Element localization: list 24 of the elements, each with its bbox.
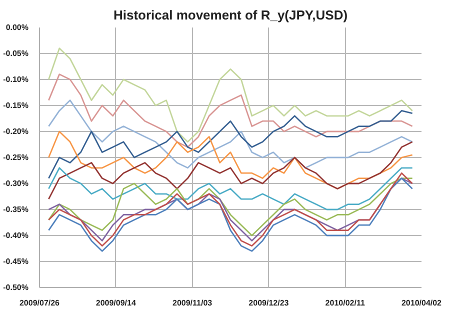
line-series (48, 110, 414, 179)
x-tick-label: 2009/12/23 (248, 298, 290, 308)
y-tick-label: -0.30% (3, 179, 29, 188)
line-series (48, 48, 414, 143)
line-series (48, 100, 414, 169)
x-tick-label: 2009/07/26 (19, 298, 60, 308)
y-tick-label: -0.35% (3, 205, 29, 214)
y-tick-label: -0.05% (3, 49, 29, 58)
chart-title: Historical movement of R_y(JPY,USD) (113, 8, 348, 22)
x-tick-label: 2009/11/03 (172, 298, 213, 308)
line-series (48, 141, 414, 200)
y-tick-label: -0.45% (3, 257, 29, 266)
y-tick-label: 0.00% (6, 23, 29, 32)
y-tick-label: -0.25% (3, 153, 29, 162)
y-tick-label: -0.15% (3, 101, 29, 110)
x-tick-label: 2009/09/14 (96, 298, 136, 308)
x-tick-label: 2010/04/02 (401, 298, 442, 308)
y-tick-label: -0.20% (3, 127, 29, 136)
y-tick-label: -0.50% (3, 283, 29, 292)
line-series (48, 74, 414, 148)
y-tick-label: -0.10% (3, 75, 29, 84)
x-tick-label: 2010/02/11 (325, 298, 366, 308)
line-series (48, 167, 414, 210)
y-tick-label: -0.40% (3, 231, 29, 240)
